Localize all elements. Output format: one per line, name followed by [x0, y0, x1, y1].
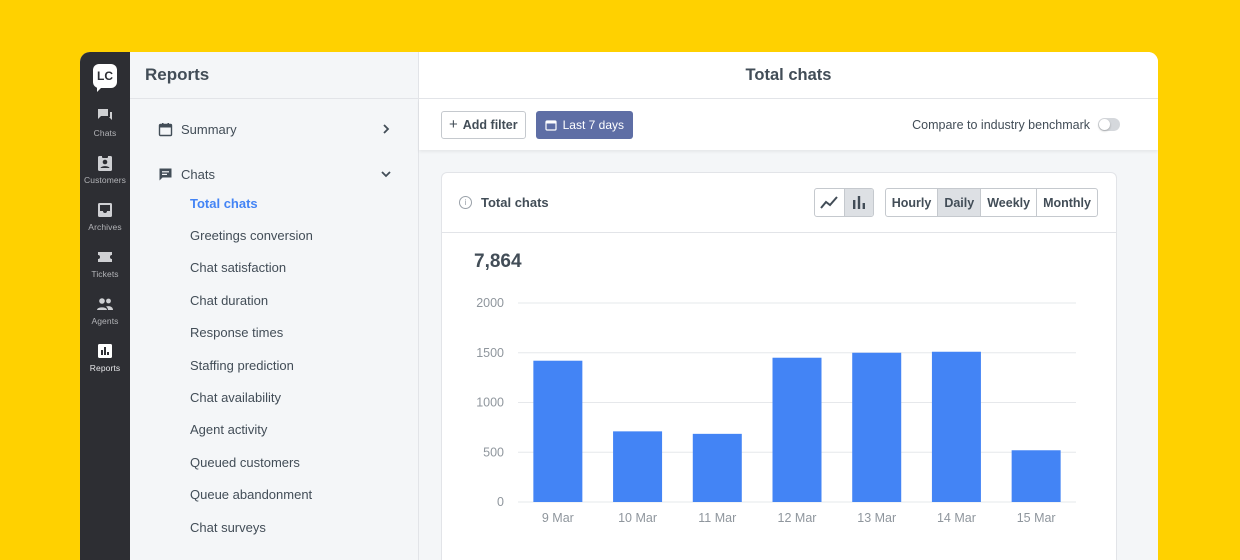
chevron-right-icon — [383, 124, 390, 134]
bar-chart-icon — [852, 195, 865, 209]
card-title: Total chats — [481, 195, 549, 210]
reports-sidebar: Reports Summary Chats Total chats Greeti… — [130, 52, 419, 560]
sidebar-item-staffing-prediction[interactable]: Staffing prediction — [190, 357, 294, 373]
rail-item-reports[interactable]: Reports — [80, 341, 130, 388]
date-range-label: Last 7 days — [562, 117, 624, 132]
sidebar-item-queued-customers[interactable]: Queued customers — [190, 454, 300, 470]
sidebar-group-label: Summary — [181, 121, 237, 137]
sidebar-group-label: Chats — [181, 166, 215, 182]
bar — [1011, 450, 1061, 502]
page-title: Total chats — [419, 52, 1158, 99]
sidebar-item-chat-availability[interactable]: Chat availability — [190, 390, 282, 406]
benchmark-compare: Compare to industry benchmark — [912, 118, 1120, 132]
nav-rail: LC Chats Customers Archives Tickets Agen… — [80, 52, 130, 560]
bar — [931, 351, 981, 502]
period-selector: Hourly Daily Weekly Monthly — [884, 188, 1098, 217]
bar — [772, 357, 822, 502]
rail-label: Agents — [91, 316, 119, 326]
bar — [852, 352, 902, 502]
total-chats-card: i Total chats Hourly Daily Weekly Monthl… — [441, 172, 1117, 560]
rail-item-customers[interactable]: Customers — [80, 153, 130, 200]
sidebar-item-chat-duration[interactable]: Chat duration — [190, 292, 269, 308]
y-tick-label: 2000 — [476, 296, 504, 310]
y-tick-label: 1500 — [476, 346, 504, 360]
rail-label: Tickets — [91, 269, 119, 279]
x-tick-label: 12 Mar — [778, 511, 817, 525]
rail-item-chats[interactable]: Chats — [80, 106, 130, 153]
chat-icon — [159, 168, 172, 180]
total-value: 7,864 — [474, 251, 522, 272]
card-header: i Total chats Hourly Daily Weekly Monthl… — [442, 173, 1116, 233]
calendar-icon — [545, 119, 557, 131]
chevron-down-icon — [381, 171, 391, 178]
sidebar-item-queue-abandonment[interactable]: Queue abandonment — [190, 487, 313, 503]
ticket-icon — [98, 252, 112, 262]
info-icon[interactable]: i — [459, 196, 472, 209]
chart-view-switch — [813, 188, 874, 217]
x-tick-label: 13 Mar — [857, 511, 896, 525]
x-tick-label: 11 Mar — [698, 511, 736, 525]
x-tick-label: 14 Mar — [937, 511, 976, 525]
rail-item-tickets[interactable]: Tickets — [80, 247, 130, 294]
chat-bubbles-icon — [98, 109, 112, 120]
report-main: Total chats + Add filter Last 7 days Com… — [419, 52, 1158, 560]
rail-label: Archives — [88, 222, 122, 232]
bar — [613, 431, 663, 502]
period-weekly-button[interactable]: Weekly — [980, 189, 1036, 216]
logo-text: LC — [97, 69, 113, 83]
inbox-tray-icon — [98, 203, 112, 217]
app-window: LC Chats Customers Archives Tickets Agen… — [80, 52, 1158, 560]
line-view-button[interactable] — [815, 189, 844, 216]
y-tick-label: 500 — [483, 445, 504, 459]
sidebar-title: Reports — [130, 52, 418, 99]
x-tick-label: 10 Mar — [618, 511, 657, 525]
line-chart-icon — [820, 195, 838, 209]
rail-item-archives[interactable]: Archives — [80, 200, 130, 247]
x-tick-label: 15 Mar — [1017, 511, 1056, 525]
rail-label: Reports — [89, 363, 121, 373]
sidebar-item-agent-activity[interactable]: Agent activity — [190, 422, 268, 438]
period-hourly-button[interactable]: Hourly — [891, 195, 932, 210]
add-filter-button[interactable]: + Add filter — [441, 110, 526, 139]
agents-people-icon — [97, 298, 113, 310]
rail-item-agents[interactable]: Agents — [80, 294, 130, 341]
benchmark-toggle[interactable] — [1098, 118, 1120, 131]
y-tick-label: 0 — [497, 495, 504, 509]
bar — [692, 433, 742, 502]
period-daily-button[interactable]: Daily — [937, 189, 981, 216]
y-tick-label: 1000 — [476, 396, 504, 410]
sidebar-group-chats[interactable]: Chats — [130, 162, 418, 186]
bar — [533, 360, 583, 502]
bar-chart-icon — [98, 344, 112, 358]
sidebar-item-chat-surveys[interactable]: Chat surveys — [190, 519, 266, 535]
rail-label: Customers — [84, 175, 126, 185]
date-range-button[interactable]: Last 7 days — [535, 110, 633, 139]
rail-label: Chats — [93, 128, 117, 138]
add-filter-label: Add filter — [462, 117, 518, 132]
total-chats-bar-chart: 0 500 1000 1500 2000 9 Mar 10 Mar 11 Mar 12 Mar 1… — [476, 296, 1076, 525]
bar-view-button[interactable] — [843, 189, 873, 216]
plus-icon: + — [449, 116, 458, 133]
sidebar-item-response-times[interactable]: Response times — [190, 325, 284, 341]
sidebar-item-greetings-conversion[interactable]: Greetings conversion — [190, 228, 313, 244]
x-tick-label: 9 Mar — [542, 511, 574, 525]
sidebar-group-summary[interactable]: Summary — [130, 117, 418, 141]
sidebar-item-chat-satisfaction[interactable]: Chat satisfaction — [190, 260, 287, 276]
period-monthly-button[interactable]: Monthly — [1036, 189, 1097, 216]
calendar-icon — [158, 122, 173, 136]
livechat-logo[interactable]: LC — [93, 64, 117, 92]
report-toolbar: + Add filter Last 7 days Compare to indu… — [419, 99, 1158, 150]
benchmark-label: Compare to industry benchmark — [912, 117, 1090, 132]
customer-card-icon — [98, 155, 112, 171]
sidebar-item-total-chats[interactable]: Total chats — [190, 195, 258, 211]
